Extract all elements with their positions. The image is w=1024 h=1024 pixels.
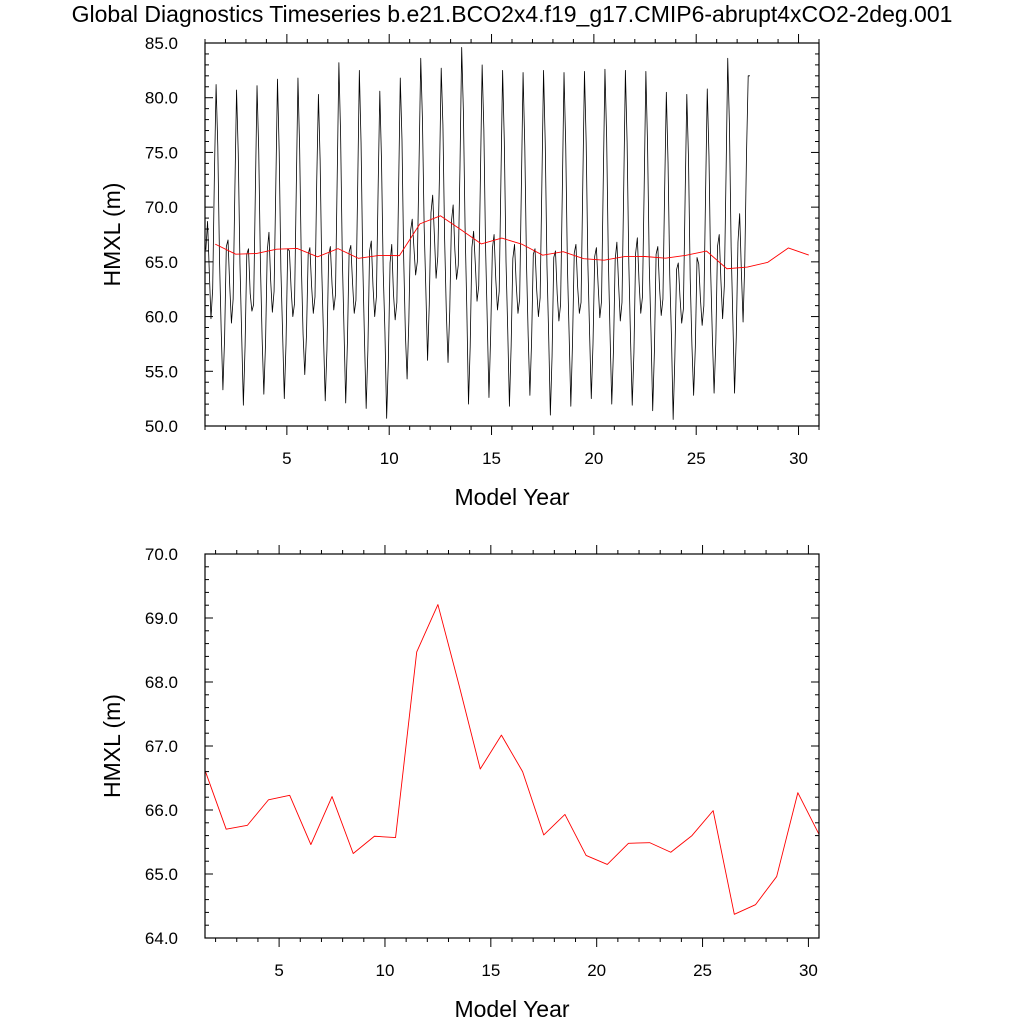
annual-series-line [204, 604, 820, 915]
x-tick-label: 25 [687, 449, 706, 468]
y-tick-label: 66.0 [145, 801, 178, 820]
top-panel: 50.0 55.0 60.0 65.0 70.0 75.0 80.0 85.0 5 10 15 20 2… [99, 34, 820, 510]
bottom-panel: 64.0 65.0 66.0 67.0 68.0 69.0 70.0 5 10 15 20 25 30 M… [99, 545, 820, 1022]
y-tick-label: 70.0 [145, 198, 178, 217]
x-tick-label: 15 [481, 961, 500, 980]
x-tick-label: 5 [274, 961, 283, 980]
y-tick-label: 85.0 [145, 34, 178, 53]
y-tick-label: 55.0 [145, 362, 178, 381]
y-tick-label: 80.0 [145, 89, 178, 108]
x-tick-label: 10 [376, 961, 395, 980]
x-tick-label: 10 [380, 449, 399, 468]
y-tick-label: 68.0 [145, 673, 178, 692]
y-axis-title: HMXL (m) [99, 694, 125, 798]
x-tick-label: 20 [587, 961, 606, 980]
y-tick-label: 60.0 [145, 308, 178, 327]
x-tick-label: 25 [693, 961, 712, 980]
x-tick-label: 20 [584, 449, 603, 468]
y-tick-label: 67.0 [145, 737, 178, 756]
x-tick-label: 5 [282, 449, 291, 468]
page-title: Global Diagnostics Timeseries b.e21.BCO2… [71, 1, 953, 27]
y-tick-label: 75.0 [145, 143, 178, 162]
monthly-series-line [205, 46, 750, 420]
y-tick-label: 65.0 [145, 865, 178, 884]
x-axis-title: Model Year [454, 484, 569, 510]
x-axis-title: Model Year [454, 996, 569, 1022]
y-axis-title: HMXL (m) [99, 183, 125, 287]
x-tick-label: 15 [482, 449, 501, 468]
y-tick-label: 64.0 [145, 929, 178, 948]
y-tick-label: 69.0 [145, 609, 178, 628]
y-tick-label: 70.0 [145, 545, 178, 564]
y-tick-label: 50.0 [145, 417, 178, 436]
x-tick-label: 30 [799, 961, 818, 980]
plot-frame [204, 553, 820, 939]
annual-series-line [215, 215, 809, 270]
y-tick-label: 65.0 [145, 253, 178, 272]
x-tick-label: 30 [789, 449, 808, 468]
